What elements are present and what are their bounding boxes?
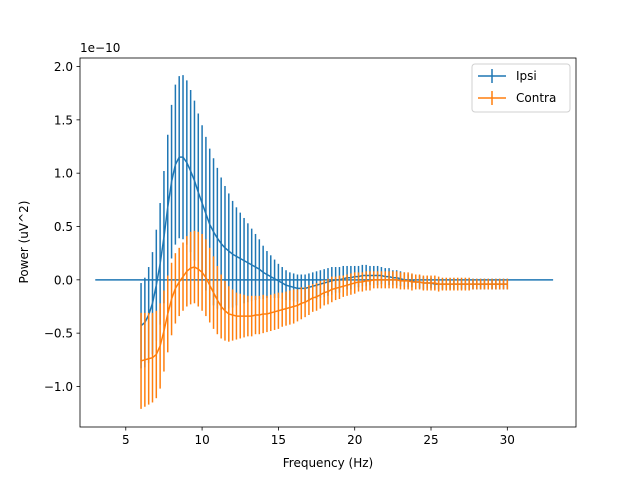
legend: Ipsi Contra: [471, 63, 571, 113]
legend-entry-contra: Contra: [478, 91, 556, 105]
y-axis-label: Power (uV^2): [17, 201, 31, 284]
legend-entry-ipsi: Ipsi: [478, 69, 537, 83]
y-tick-label: 1.0: [54, 167, 73, 181]
y-tick-label: 0.5: [54, 220, 73, 234]
legend-label-ipsi: Ipsi: [516, 69, 537, 83]
series-layer: [140, 75, 509, 409]
y-scale-offset-label: 1e−10: [80, 41, 120, 55]
x-axis-label: Frequency (Hz): [283, 456, 374, 470]
x-axis-ticks: 5 10 15 20 25 30: [122, 427, 515, 447]
legend-label-contra: Contra: [516, 91, 556, 105]
x-tick-label: 30: [500, 433, 515, 447]
plot-area: [80, 58, 576, 427]
x-tick-label: 20: [347, 433, 362, 447]
y-tick-label: 1.5: [54, 113, 73, 127]
line-contra: [140, 266, 508, 362]
x-tick-label: 10: [194, 433, 209, 447]
x-tick-label: 25: [423, 433, 438, 447]
x-tick-label: 5: [122, 433, 130, 447]
y-tick-label: 0.0: [54, 273, 73, 287]
x-tick-label: 15: [271, 433, 286, 447]
y-tick-label: 2.0: [54, 60, 73, 74]
y-tick-label: −0.5: [44, 327, 73, 341]
series-contra: [140, 230, 509, 409]
axes-frame: [79, 57, 577, 428]
y-tick-label: −1.0: [44, 380, 73, 394]
y-axis-ticks: −1.0 −0.5 0.0 0.5 1.0 1.5 2.0: [44, 60, 80, 394]
